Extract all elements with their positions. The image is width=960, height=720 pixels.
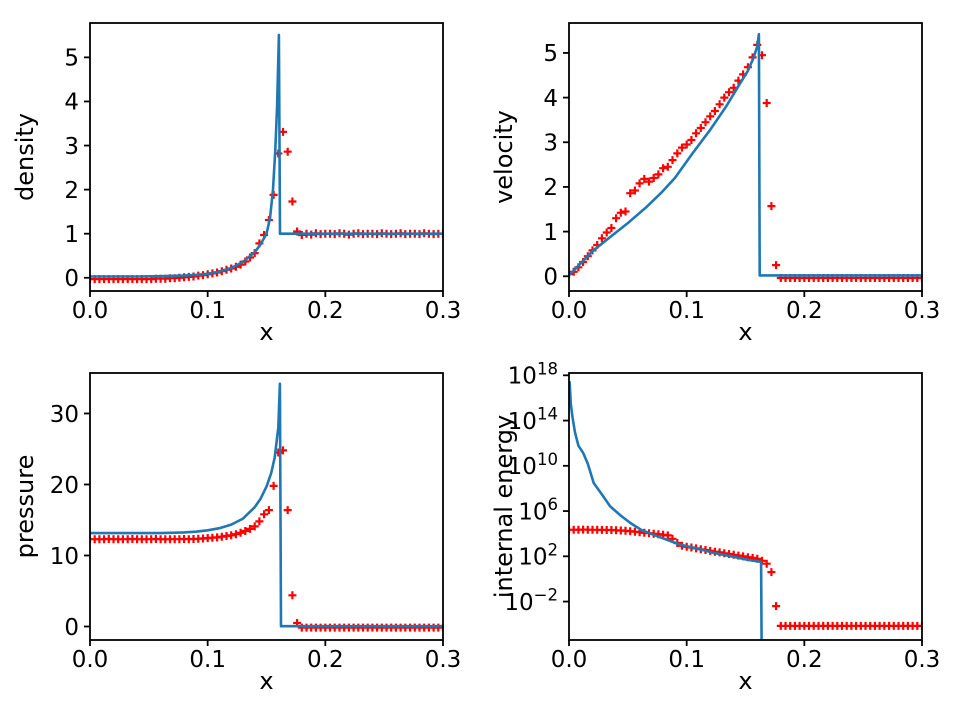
internal-energy-y-tick-label: 10−2 — [504, 586, 558, 616]
pressure-x-tick-label: 0.1 — [189, 647, 226, 673]
density-x-tick-label: 0.1 — [189, 298, 226, 324]
velocity-x-tick-label: 0.0 — [551, 298, 588, 324]
density-xlabel: x — [259, 318, 273, 346]
pressure-y-tick-label: 0 — [64, 615, 79, 641]
internal-energy-axes-spines — [568, 372, 923, 641]
velocity-y-tick-label: 5 — [543, 41, 558, 67]
pressure-x-tick-label: 0.3 — [425, 647, 462, 673]
density-simulation-markers — [90, 127, 443, 284]
internal-energy-y-tick-label: 1010 — [508, 450, 558, 480]
density-y-tick-label: 2 — [64, 178, 79, 204]
internal-energy-y-tick-label: 1018 — [508, 359, 558, 389]
velocity-x-tick-label: 0.1 — [668, 298, 705, 324]
velocity-y-tick-label: 3 — [543, 131, 558, 157]
density-y-tick-label: 5 — [64, 46, 79, 72]
velocity-x-tick-label: 0.3 — [904, 298, 941, 324]
density-y-tick-label: 3 — [64, 134, 79, 160]
velocity-y-tick-label: 2 — [543, 175, 558, 201]
subplot-internal-energy: 0.0 0.1 0.2 0.3 10−2 102 106 1010 1014 1018 x inter… — [490, 359, 940, 695]
density-analytic-line — [90, 33, 443, 278]
pressure-axes-spines — [89, 372, 444, 641]
velocity-y-tick-label: 0 — [543, 265, 558, 291]
density-y-tick-label: 1 — [64, 222, 79, 248]
internal-energy-x-tick-label: 0.0 — [551, 647, 588, 673]
pressure-simulation-markers — [90, 446, 443, 632]
velocity-simulation-markers — [569, 40, 922, 282]
density-y-tick-label: 4 — [64, 90, 79, 116]
velocity-y-tick-label: 4 — [543, 86, 558, 112]
velocity-axes-spines — [568, 22, 923, 292]
internal-energy-x-tick-label: 0.2 — [786, 647, 823, 673]
pressure-x-tick-label: 0.0 — [72, 647, 109, 673]
internal-energy-simulation-markers — [569, 525, 922, 630]
pressure-ylabel: pressure — [11, 455, 39, 559]
density-x-tick-label: 0.0 — [72, 298, 109, 324]
internal-energy-xlabel: x — [738, 667, 752, 695]
internal-energy-x-tick-label: 0.1 — [668, 647, 705, 673]
internal-energy-y-tick-label: 106 — [518, 495, 558, 525]
velocity-xlabel: x — [738, 318, 752, 346]
pressure-y-tick-label: 10 — [50, 544, 79, 570]
subplot-velocity: 0.0 0.1 0.2 0.3 0 1 2 3 4 5 x velocity — [490, 22, 941, 346]
pressure-analytic-line — [90, 382, 443, 628]
pressure-y-tick-label: 30 — [50, 402, 79, 428]
internal-energy-y-tick-label: 1014 — [508, 405, 558, 435]
pressure-y-tick-label: 20 — [50, 473, 79, 499]
internal-energy-ylabel: internal energy — [490, 415, 518, 598]
pressure-x-tick-label: 0.2 — [307, 647, 344, 673]
density-x-tick-label: 0.3 — [425, 298, 462, 324]
velocity-ylabel: velocity — [490, 110, 518, 204]
velocity-y-tick-label: 1 — [543, 220, 558, 246]
density-ylabel: density — [11, 113, 39, 201]
density-y-tick-label: 0 — [64, 266, 79, 292]
pressure-xlabel: x — [259, 667, 273, 695]
velocity-analytic-line — [569, 32, 922, 277]
subplot-pressure: 0.0 0.1 0.2 0.3 0 10 20 30 x pressure — [11, 372, 462, 695]
internal-energy-y-tick-label: 102 — [518, 540, 558, 570]
internal-energy-x-tick-label: 0.3 — [904, 647, 941, 673]
velocity-x-tick-label: 0.2 — [786, 298, 823, 324]
subplot-density: 0.0 0.1 0.2 0.3 0 1 2 3 4 5 x density — [11, 22, 462, 346]
internal-energy-analytic-line — [569, 381, 763, 640]
density-x-tick-label: 0.2 — [307, 298, 344, 324]
density-axes-spines — [89, 22, 444, 292]
